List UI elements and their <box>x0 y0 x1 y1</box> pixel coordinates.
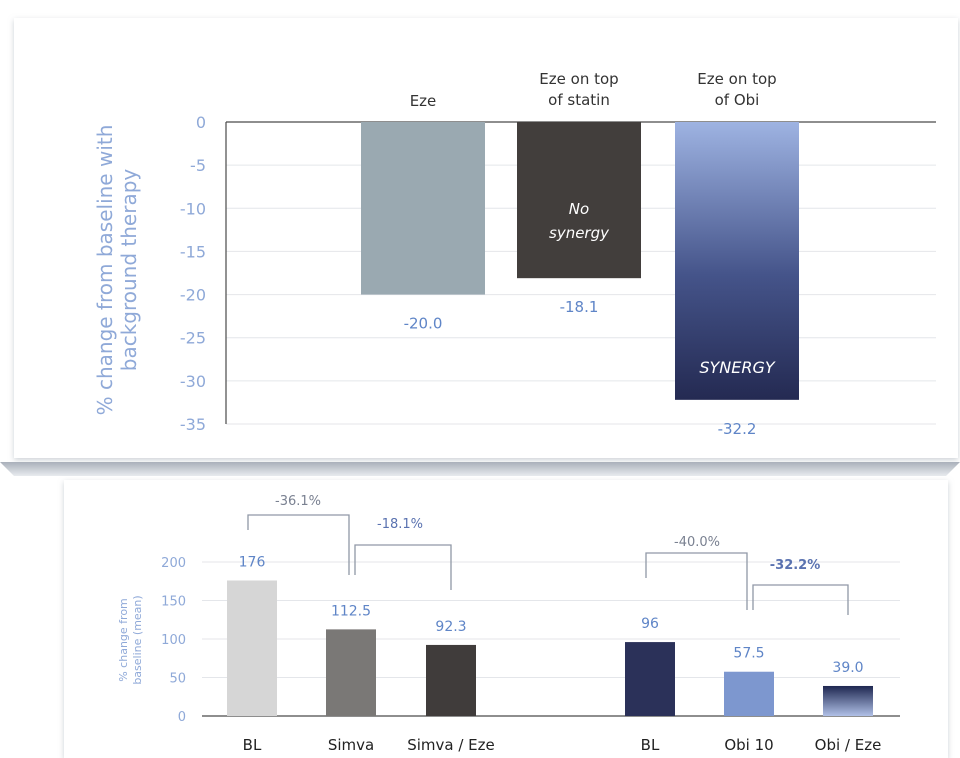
data-label: 176 <box>239 554 266 570</box>
x-tick-label: Eze <box>410 92 437 110</box>
data-label: 92.3 <box>435 619 466 635</box>
comparison-bracket <box>645 552 748 610</box>
bracket-label: -40.0% <box>674 535 720 550</box>
comparison-bracket <box>354 544 452 590</box>
bar-annotation: No <box>569 200 589 218</box>
bar <box>426 644 476 716</box>
bar <box>326 629 376 716</box>
x-tick-label: Eze on top <box>697 70 776 88</box>
y-tick-label: -30 <box>180 372 206 391</box>
y-tick-label: -5 <box>190 156 206 175</box>
x-tick-label: Simva <box>328 736 374 754</box>
y-tick-label: 100 <box>161 633 186 648</box>
panel-divider <box>0 462 960 476</box>
data-label: -32.2 <box>718 420 757 438</box>
bottom-panel <box>64 480 948 758</box>
data-label: -18.1 <box>560 298 599 316</box>
x-tick-label: Eze on top <box>539 70 618 88</box>
y-tick-label: -10 <box>180 199 206 218</box>
bar-annotation: synergy <box>549 224 610 242</box>
comparison-bracket <box>752 584 849 615</box>
x-tick-label: Simva / Eze <box>407 736 495 754</box>
x-tick-label: BL <box>243 736 262 754</box>
data-label: 57.5 <box>733 646 764 662</box>
bracket-label: -18.1% <box>377 517 423 532</box>
data-label: -20.0 <box>404 315 443 333</box>
y-tick-label: -25 <box>180 329 206 348</box>
y-tick-label: 0 <box>196 113 206 132</box>
y-tick-label: 50 <box>169 672 186 687</box>
y-axis-title: % change frombaseline (mean) <box>117 595 144 684</box>
y-tick-label: -35 <box>180 415 206 434</box>
x-tick-label: of Obi <box>715 91 760 109</box>
y-tick-label: -15 <box>180 242 206 261</box>
bar-annotation: SYNERGY <box>699 358 776 377</box>
y-tick-label: 0 <box>178 710 186 725</box>
top-chart: 0 -5 -10 -15 -20 -25 -30 -35 % change from basel… <box>93 70 936 438</box>
y-tick-label: 150 <box>161 595 186 610</box>
y-tick-label: -20 <box>180 286 206 305</box>
top-panel <box>14 18 958 458</box>
bar <box>675 122 799 400</box>
bracket-label: -36.1% <box>275 494 321 509</box>
bar <box>625 642 675 716</box>
bar <box>361 122 485 295</box>
bar <box>823 685 873 716</box>
x-tick-label: BL <box>641 736 660 754</box>
bottom-chart: 0 50 100 150 200 % change frombaseline (mean)… <box>117 494 900 754</box>
bracket-label: -32.2% <box>770 558 821 573</box>
y-tick-label: 200 <box>161 556 186 571</box>
y-axis-title: % change from baseline withbackground th… <box>93 125 141 416</box>
x-tick-label: Obi 10 <box>724 736 773 754</box>
x-tick-label: of statin <box>548 91 610 109</box>
data-label: 96 <box>641 616 659 632</box>
data-label: 39.0 <box>832 660 863 676</box>
bar <box>227 580 277 716</box>
comparison-bracket <box>247 514 350 575</box>
data-label: 112.5 <box>331 603 371 619</box>
x-tick-label: Obi / Eze <box>815 736 882 754</box>
bar <box>724 671 774 716</box>
bar <box>517 122 641 279</box>
